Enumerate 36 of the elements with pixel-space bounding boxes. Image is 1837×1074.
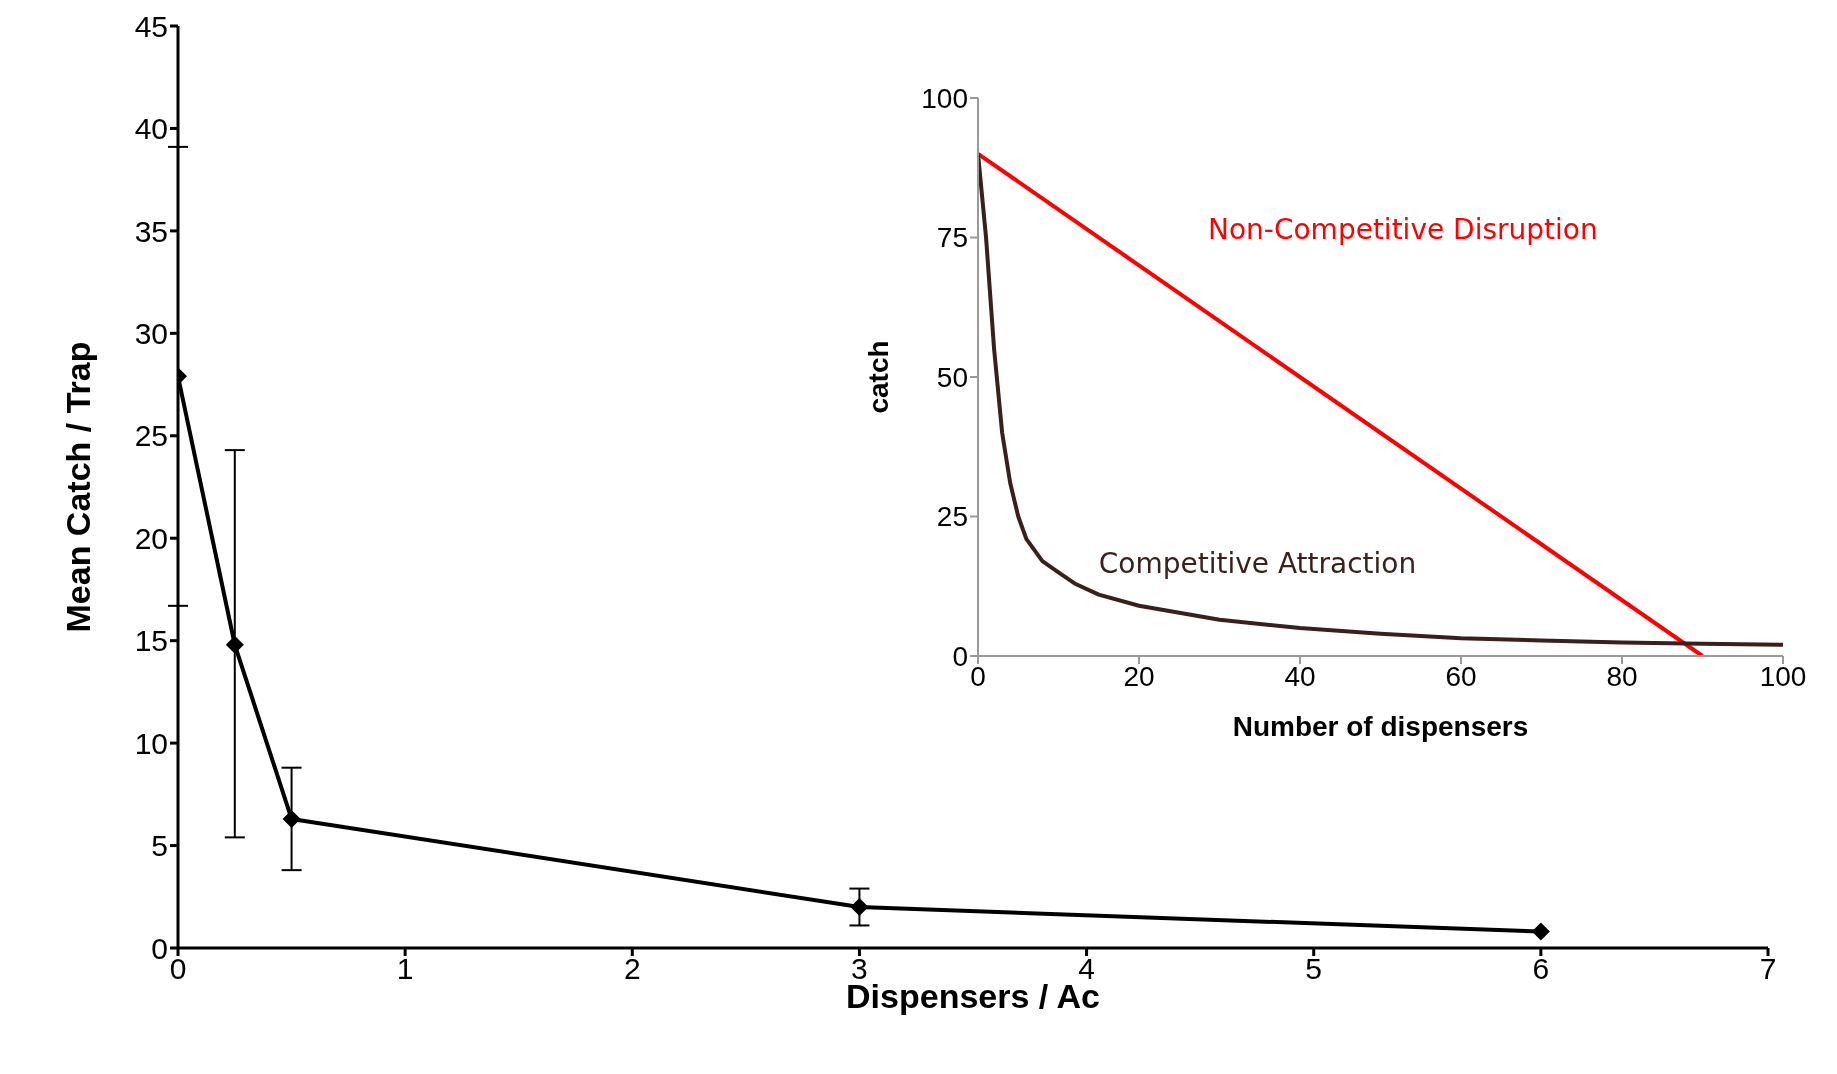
y-tick-label: 30 bbox=[134, 316, 168, 350]
y-tick-label: 10 bbox=[134, 726, 168, 760]
x-tick-label: 2 bbox=[623, 952, 641, 986]
y-tick-label: 100 bbox=[921, 82, 968, 114]
y-tick-label: 75 bbox=[936, 222, 968, 254]
point bbox=[282, 809, 301, 828]
y-tick-label: 35 bbox=[134, 214, 168, 248]
y-tick-label: 25 bbox=[134, 419, 168, 453]
y-axis-title: catch bbox=[862, 340, 894, 414]
series-label: Competitive Attraction bbox=[1098, 546, 1417, 580]
point bbox=[850, 898, 869, 917]
x-tick-label: 60 bbox=[1445, 660, 1477, 692]
y-tick-label: 0 bbox=[952, 640, 968, 672]
x-tick-label: 3 bbox=[851, 952, 868, 986]
x-tick-label: 6 bbox=[1532, 952, 1550, 986]
point bbox=[225, 635, 244, 654]
series-label: Non-Competitive Disruption bbox=[1208, 212, 1598, 246]
y-tick-label: 20 bbox=[134, 521, 168, 555]
x-tick-label: 20 bbox=[1123, 660, 1155, 692]
x-tick-label: 80 bbox=[1606, 660, 1638, 692]
y-tick-label: 45 bbox=[134, 9, 168, 43]
x-tick-label: 7 bbox=[1759, 952, 1777, 986]
point bbox=[1531, 922, 1550, 941]
y-tick-label: 0 bbox=[151, 931, 168, 965]
x-tick-label: 100 bbox=[1759, 660, 1807, 692]
x-tick-label: 40 bbox=[1284, 660, 1316, 692]
y-tick-label: 25 bbox=[936, 501, 968, 533]
y-tick-label: 15 bbox=[134, 624, 168, 658]
y-axis-title: Mean Catch / Trap bbox=[59, 341, 98, 633]
x-tick-label: 5 bbox=[1305, 952, 1323, 986]
x-axis-title: Number of dispensers bbox=[1232, 711, 1529, 742]
x-tick-label: 1 bbox=[396, 952, 414, 986]
y-tick-label: 50 bbox=[936, 361, 968, 393]
y-tick-label: 5 bbox=[151, 829, 168, 863]
y-tick-label: 40 bbox=[134, 112, 168, 146]
x-tick-label: 4 bbox=[1078, 952, 1095, 986]
